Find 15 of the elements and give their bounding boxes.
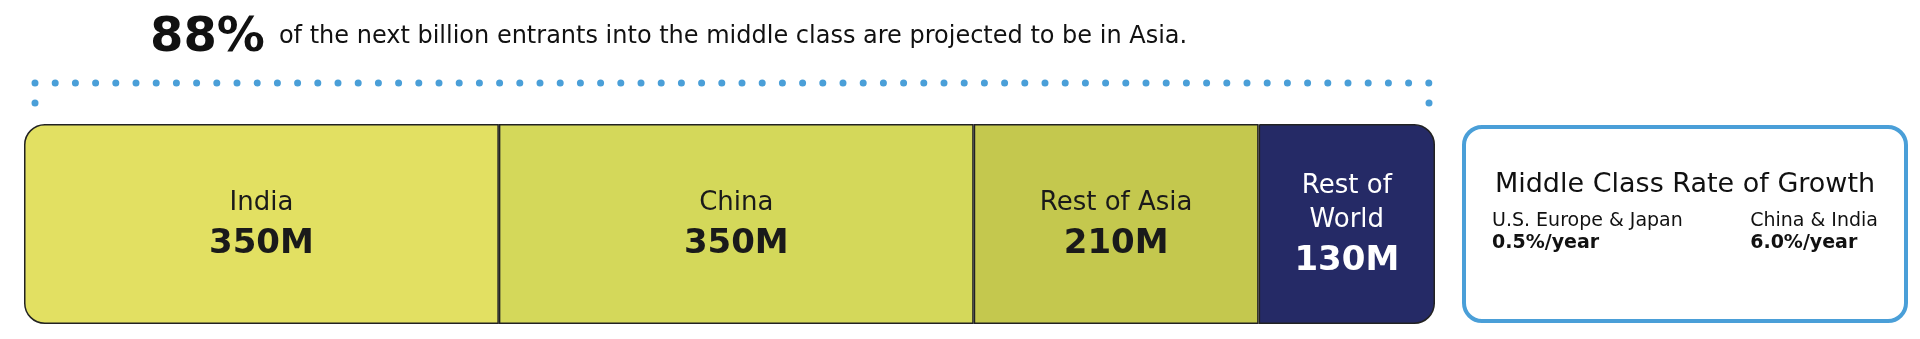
text: U.S. Europe & Japan — [1492, 208, 1683, 230]
text: Middle Class Rate of Growth — [1493, 167, 1877, 198]
data-label: 350M — [209, 221, 314, 261]
text: 0.5%/year — [1492, 230, 1601, 252]
chart-title: 88% — [150, 6, 265, 62]
series-label: India — [229, 186, 294, 216]
data-label: 130M — [1294, 238, 1400, 278]
text: China & India — [1750, 208, 1878, 230]
chart-subtitle: of the next billion entrants into the middle class are projected to be in Asia. — [278, 21, 1188, 49]
text: 6.0%/year — [1750, 230, 1859, 252]
series-label: China — [699, 186, 774, 216]
series-label: Rest of Asia — [1039, 186, 1193, 216]
data-label: 210M — [1063, 221, 1169, 261]
series-label: Rest of World — [1301, 169, 1393, 233]
data-label: 350M — [683, 221, 789, 261]
